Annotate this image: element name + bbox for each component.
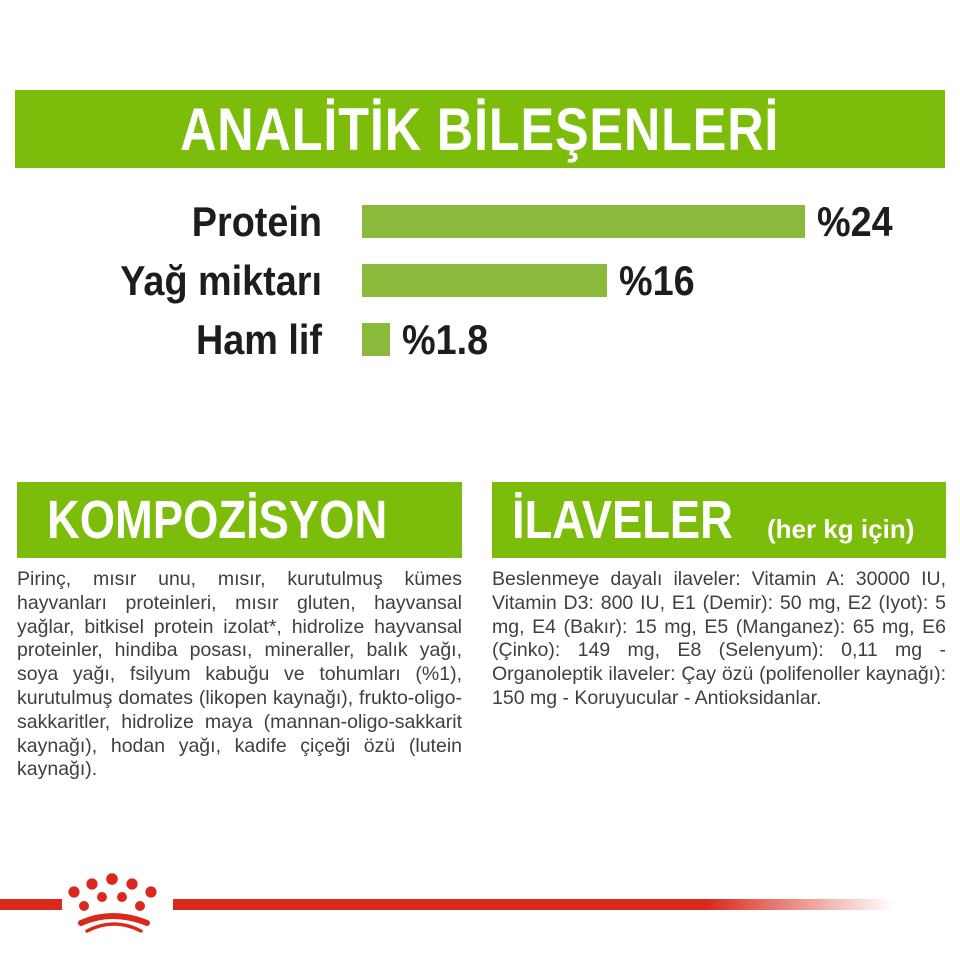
chart-row-fiber: Ham lif %1.8 [0,310,960,369]
chart-value: %1.8 [402,315,489,363]
analytics-banner: ANALİTİK BİLEŞENLERİ [15,90,945,168]
nutrition-bar-chart: Protein %24 Yağ miktarı %16 Ham lif %1.8 [0,192,960,369]
composition-header: KOMPOZİSYON [17,482,462,558]
chart-row-fat: Yağ miktarı %16 [0,251,960,310]
chart-bar [362,264,607,297]
chart-bar [362,323,390,356]
footer-line-left [0,899,62,910]
chart-value: %16 [619,256,695,304]
composition-body: Pirinç, mısır unu, mısır, kurutulmuş küm… [17,568,462,781]
additives-title: İLAVELER [512,490,733,550]
additives-section: İLAVELER (her kg için) Beslenmeye dayalı… [492,482,946,711]
chart-label: Yağ miktarı [120,256,322,304]
composition-title: KOMPOZİSYON [47,490,388,550]
additives-subtitle: (her kg için) [767,514,915,544]
composition-section: KOMPOZİSYON Pirinç, mısır unu, mısır, ku… [17,482,462,782]
footer-line-right [173,899,893,910]
chart-row-protein: Protein %24 [0,192,960,251]
chart-label: Protein [191,197,322,245]
royal-canin-crown-icon [68,873,157,933]
additives-body: Beslenmeye dayalı ilaveler: Vitamin A: 3… [492,568,946,709]
chart-label: Ham lif [195,315,322,363]
additives-header: İLAVELER (her kg için) [492,482,946,558]
chart-bar [362,205,805,238]
chart-value: %24 [817,197,893,245]
analytics-title: ANALİTİK BİLEŞENLERİ [180,95,780,163]
